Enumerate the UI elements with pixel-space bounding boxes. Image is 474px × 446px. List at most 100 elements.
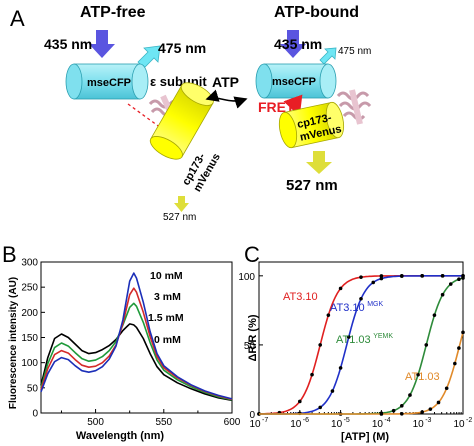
panel-c-point-AT3-10-MGK <box>330 389 335 393</box>
atp-equilibrium-arrow <box>205 89 248 109</box>
panel-b-series-3-mM <box>40 287 233 401</box>
bound-donor-label: mseCFP <box>272 76 316 88</box>
panel-c-point-AT1-03-YEMK <box>391 408 396 413</box>
atp-label: ATP <box>212 74 239 90</box>
bound-emission-arrow <box>319 47 337 65</box>
panel-c-point-AT1-03-YEMK <box>400 403 404 408</box>
panel-c-xtick-label: 10 <box>372 419 384 430</box>
panel-c-point-AT3-10 <box>359 275 363 279</box>
free-acceptor-emission-label: 527 nm <box>163 212 196 223</box>
panel-c-xlabel: [ATP] (M) <box>341 431 389 443</box>
panel-c-point-AT3-10 <box>338 286 343 291</box>
panel-b-annotation: 10 mM <box>150 270 183 282</box>
panel-b-xtick-label: 600 <box>224 417 241 428</box>
panel-b-series-0-mM <box>40 323 233 402</box>
free-mvenus-barrel <box>149 82 214 160</box>
panel-c-point-AT3-10-MGK <box>420 274 425 278</box>
bound-emission-label: 475 nm <box>338 46 371 57</box>
panel-b-ytick-label: 300 <box>21 258 38 269</box>
panel-c-xtick-label: 10 <box>331 419 343 430</box>
panel-c-point-AT1-03 <box>379 412 384 416</box>
panel-c-point-AT1-03 <box>457 346 461 350</box>
panel-b-ytick-label: 100 <box>21 358 38 369</box>
panel-b-ytick-label: 150 <box>21 333 38 344</box>
panel-c-xtick-exponent: -3 <box>425 417 431 424</box>
panel-b-series-1.5-mM <box>40 302 233 401</box>
panel-b-ytick-label: 50 <box>27 383 39 394</box>
panel-b-series-10-mM <box>40 272 233 400</box>
panel-c-point-AT3-10 <box>379 274 384 278</box>
panel-c-point-AT1-03 <box>400 412 404 416</box>
panel-b-annotation: 3 mM <box>154 291 181 303</box>
panel-c-point-AT3-10-MGK <box>338 366 343 370</box>
panel-c-point-AT1-03-YEMK <box>432 313 437 317</box>
panel-c-series-label: AT3.10 <box>283 291 318 303</box>
panel-c-point-AT1-03-YEMK <box>457 277 461 282</box>
panel-c-series-label: AT1.03 <box>336 334 371 346</box>
atp-bound-title: ATP-bound <box>274 4 359 21</box>
panel-c-letter: C <box>244 242 260 267</box>
panel-b-ytick-label: 0 <box>32 409 38 420</box>
panel-c-xtick-label: 10 <box>413 419 425 430</box>
panel-c-point-AT1-03 <box>453 361 457 366</box>
panel-c-xtick-label: 10 <box>249 419 261 430</box>
panel-c-point-AT3-10-MGK <box>318 405 323 410</box>
panel-c-xtick-exponent: -7 <box>262 417 268 424</box>
panel-c-point-AT3-10 <box>326 313 331 317</box>
panel-b: B Fluorescence intensity (AU) Wavelength… <box>2 242 241 442</box>
panel-c-point-AT3-10-MGK <box>359 297 363 301</box>
panel-b-xtick-label: 550 <box>155 417 172 428</box>
panel-c-point-AT3-10-MGK <box>400 274 404 278</box>
panel-c-ytick-label: 50 <box>244 341 256 352</box>
free-excitation-arrow <box>89 30 115 58</box>
panel-c-point-AT1-03 <box>461 330 465 335</box>
panel-c-point-AT3-10 <box>298 399 302 404</box>
panel-b-letter: B <box>2 242 17 267</box>
free-emission-label: 475 nm <box>158 40 206 56</box>
panel-a-letter: A <box>10 6 25 31</box>
panel-c-series-label: AT3.10 <box>330 302 365 314</box>
panel-c-ylabel: ΔR/R (%) <box>247 314 259 361</box>
panel-c-point-AT1-03-YEMK <box>461 276 465 280</box>
panel-c-point-AT1-03 <box>444 386 449 391</box>
panel-c-point-AT1-03-YEMK <box>416 372 420 377</box>
panel-c-point-AT3-10-MGK <box>371 280 376 285</box>
panel-b-ytick-label: 200 <box>21 308 38 319</box>
bound-epsilon-helix <box>336 89 372 125</box>
bound-mvenus-barrel <box>278 101 345 149</box>
panel-b-xtick-label: 500 <box>87 417 104 428</box>
panel-b-plot: 0 50 100 150 200 250 300 500 550 600 10 mM 3 mM 1.5 … <box>21 258 240 429</box>
bound-acceptor-emission-arrow <box>306 151 332 174</box>
panel-c-point-AT1-03 <box>436 400 441 405</box>
panel-c-point-AT1-03 <box>420 410 425 414</box>
free-msecfp-barrel <box>65 63 149 100</box>
panel-c-series-label-sup: MGK <box>367 301 383 308</box>
panel-c-series-label: AT1.03 <box>405 371 440 383</box>
panel-c-xtick-label: 10 <box>290 419 302 430</box>
panel-b-ytick-label: 250 <box>21 283 38 294</box>
panel-c-point-AT1-03-YEMK <box>448 282 453 286</box>
free-donor-label: mseCFP <box>87 77 131 89</box>
panel-c-series-label-sup: YEMK <box>373 333 393 340</box>
panel-c-point-AT1-03 <box>428 407 433 411</box>
free-acceptor-emission-arrow <box>174 196 189 212</box>
panel-c-xtick-exponent: -5 <box>344 417 350 424</box>
panel-c-ytick-label: 100 <box>238 272 255 283</box>
bound-acceptor-emission-label: 527 nm <box>286 177 338 194</box>
bound-excitation-label: 435 nm <box>274 36 322 52</box>
panel-c-point-AT1-03-YEMK <box>408 393 412 397</box>
panel-c-xtick-exponent: -2 <box>466 417 472 424</box>
panel-b-annotation: 1.5 mM <box>148 312 184 324</box>
atp-free-title: ATP-free <box>80 4 146 21</box>
panel-c-point-AT3-10-MGK <box>346 335 351 339</box>
panel-c-point-AT1-03-YEMK <box>440 292 445 297</box>
panel-c-point-AT3-10-MGK <box>440 274 445 278</box>
panel-c-xtick-exponent: -6 <box>303 417 309 424</box>
panel-b-ylabel: Fluorescence intensity (AU) <box>8 277 19 409</box>
panel-a: A ATP-free ATP-bound 435 nm 475 nm mseCF… <box>10 4 371 223</box>
panel-c-point-AT3-10 <box>318 343 323 347</box>
panel-b-annotation: 0 mM <box>154 334 181 346</box>
